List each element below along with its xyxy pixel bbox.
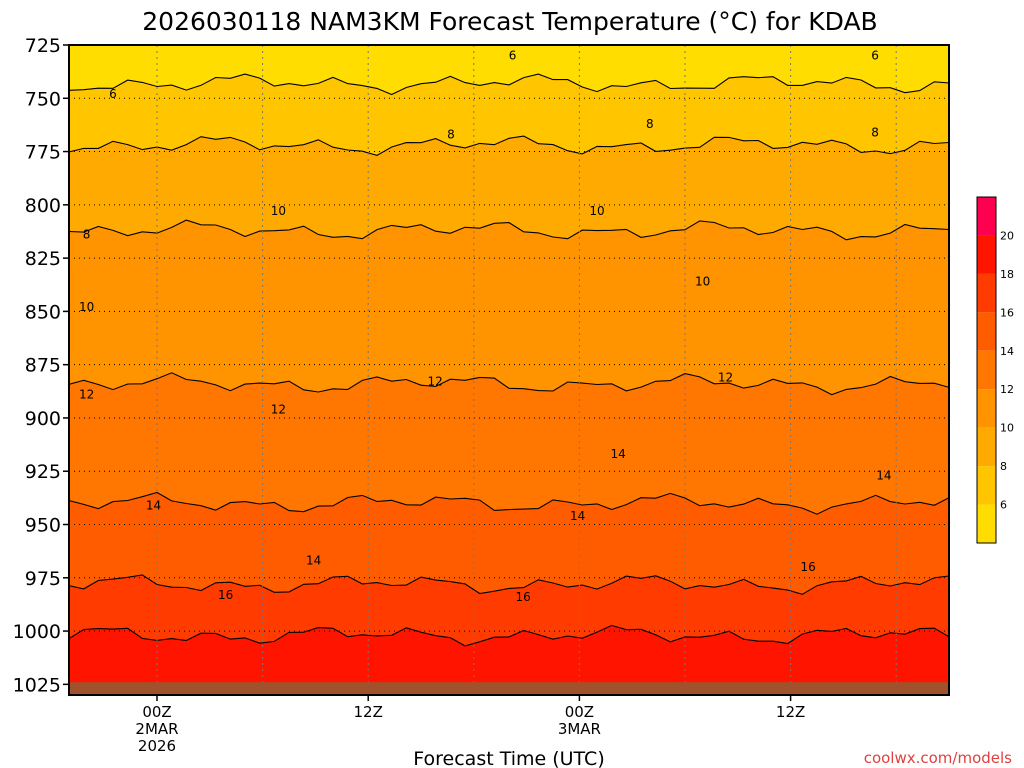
colorbar: 6 8 10 12 14 16 18 20 — [976, 196, 1014, 544]
colorbar-swatch — [977, 389, 996, 428]
y-tick-label: 850 — [25, 301, 61, 323]
colorbar-swatch — [977, 273, 996, 313]
x-tick-label: 12Z — [354, 703, 383, 721]
x-axis-label: Forecast Time (UTC) — [413, 748, 604, 768]
contour-label: 14 — [306, 554, 321, 568]
plot-frame — [68, 44, 950, 696]
contour-label: 16 — [801, 560, 816, 574]
colorbar-frame — [976, 196, 997, 544]
colorbar-tick-label: 16 — [1000, 306, 1014, 319]
contour-line-8 — [69, 135, 949, 156]
contour-label: 14 — [610, 447, 625, 461]
contour-label: 18 — [964, 586, 979, 600]
contour-label: 10 — [1012, 240, 1024, 254]
contour-label: 12 — [427, 375, 442, 389]
contour-label: 6 — [509, 49, 517, 63]
contour-label: 14 — [570, 509, 585, 523]
contour-label: 14 — [146, 498, 161, 512]
colorbar-swatch — [977, 466, 996, 505]
x-tick-label: 2026 — [138, 737, 176, 755]
contour-label: 16 — [1012, 505, 1024, 519]
ground-surface — [69, 682, 949, 695]
y-tick-label: 725 — [25, 35, 61, 57]
colorbar-tick-label: 18 — [1000, 268, 1014, 281]
contour-label: 8 — [447, 128, 455, 142]
plot-area: 6 6 6 8 8 8 8 10 10 10 10 10 12 12 12 12 12 14 14 14 14 14 16 1… — [69, 45, 1024, 695]
contour-line-10 — [69, 219, 949, 241]
colorbar-swatch — [977, 504, 996, 543]
colorbar-tick-label: 6 — [1000, 499, 1007, 512]
contour-line-16 — [69, 574, 949, 595]
chart-title: 2026030118 NAM3KM Forecast Temperature (… — [142, 7, 877, 36]
contour-label: 10 — [79, 300, 94, 314]
gridlines — [69, 45, 949, 695]
contour-line-6 — [69, 73, 949, 96]
y-tick-label: 925 — [25, 461, 61, 483]
colorbar-swatch — [977, 350, 996, 390]
contour-label: 12 — [718, 370, 733, 384]
y-tick-label: 975 — [25, 568, 61, 590]
contour-label: 8 — [646, 117, 654, 131]
colorbar-tick-label: 20 — [1000, 229, 1014, 242]
contour-label: 12 — [271, 402, 286, 416]
y-tick-label: 1025 — [13, 674, 61, 696]
colorbar-tick-label: 8 — [1000, 460, 1007, 473]
colorbar-swatch — [977, 197, 996, 236]
contour-label: 12 — [79, 388, 94, 402]
y-tick-label: 800 — [25, 195, 61, 217]
y-tick-label: 900 — [25, 408, 61, 430]
y-tick-label: 775 — [25, 142, 61, 164]
y-axis: 725 750 775 800 825 850 875 900 925 950 975 1000 102… — [13, 35, 69, 696]
colorbar-swatch — [977, 235, 996, 274]
contour-label: 16 — [515, 590, 530, 604]
colorbar-swatch — [977, 427, 996, 467]
contour-line-18 — [69, 624, 949, 647]
contour-label: 6 — [871, 49, 879, 63]
contour-line-14 — [69, 491, 949, 515]
x-tick-label: 2MAR — [135, 720, 178, 738]
x-tick-label: 00Z — [565, 703, 594, 721]
ground-strip — [69, 682, 949, 695]
y-tick-label: 825 — [25, 248, 61, 270]
colorbar-swatch — [977, 312, 996, 351]
x-tick-label: 12Z — [776, 703, 805, 721]
contour-labels: 6 6 6 8 8 8 8 10 10 10 10 10 12 12 12 12 12 14 14 14 14 14 16 1… — [79, 49, 1024, 604]
band-above-18 — [69, 625, 949, 695]
contour-label: 8 — [871, 125, 879, 139]
y-tick-label: 750 — [25, 88, 61, 110]
contour-label: 10 — [271, 204, 286, 218]
y-tick-label: 875 — [25, 355, 61, 377]
contour-lines — [69, 73, 949, 647]
x-tick-label: 00Z — [142, 703, 171, 721]
temperature-fill-bands — [69, 45, 949, 695]
colorbar-tick-label: 14 — [1000, 345, 1014, 358]
colorbar-tick-label: 12 — [1000, 383, 1014, 396]
y-tick-label: 950 — [25, 515, 61, 537]
contour-label: 16 — [218, 588, 233, 602]
contour-label: 6 — [109, 87, 117, 101]
contour-label: 10 — [695, 275, 710, 289]
contour-label: 14 — [876, 468, 891, 482]
contour-label: 8 — [83, 228, 91, 242]
x-tick-label: 3MAR — [558, 720, 601, 738]
watermark: coolwx.com/models — [864, 749, 1012, 767]
contour-line-12 — [69, 372, 949, 396]
y-tick-label: 1000 — [13, 621, 61, 643]
colorbar-tick-label: 10 — [1000, 422, 1014, 435]
contour-label: 10 — [589, 204, 604, 218]
